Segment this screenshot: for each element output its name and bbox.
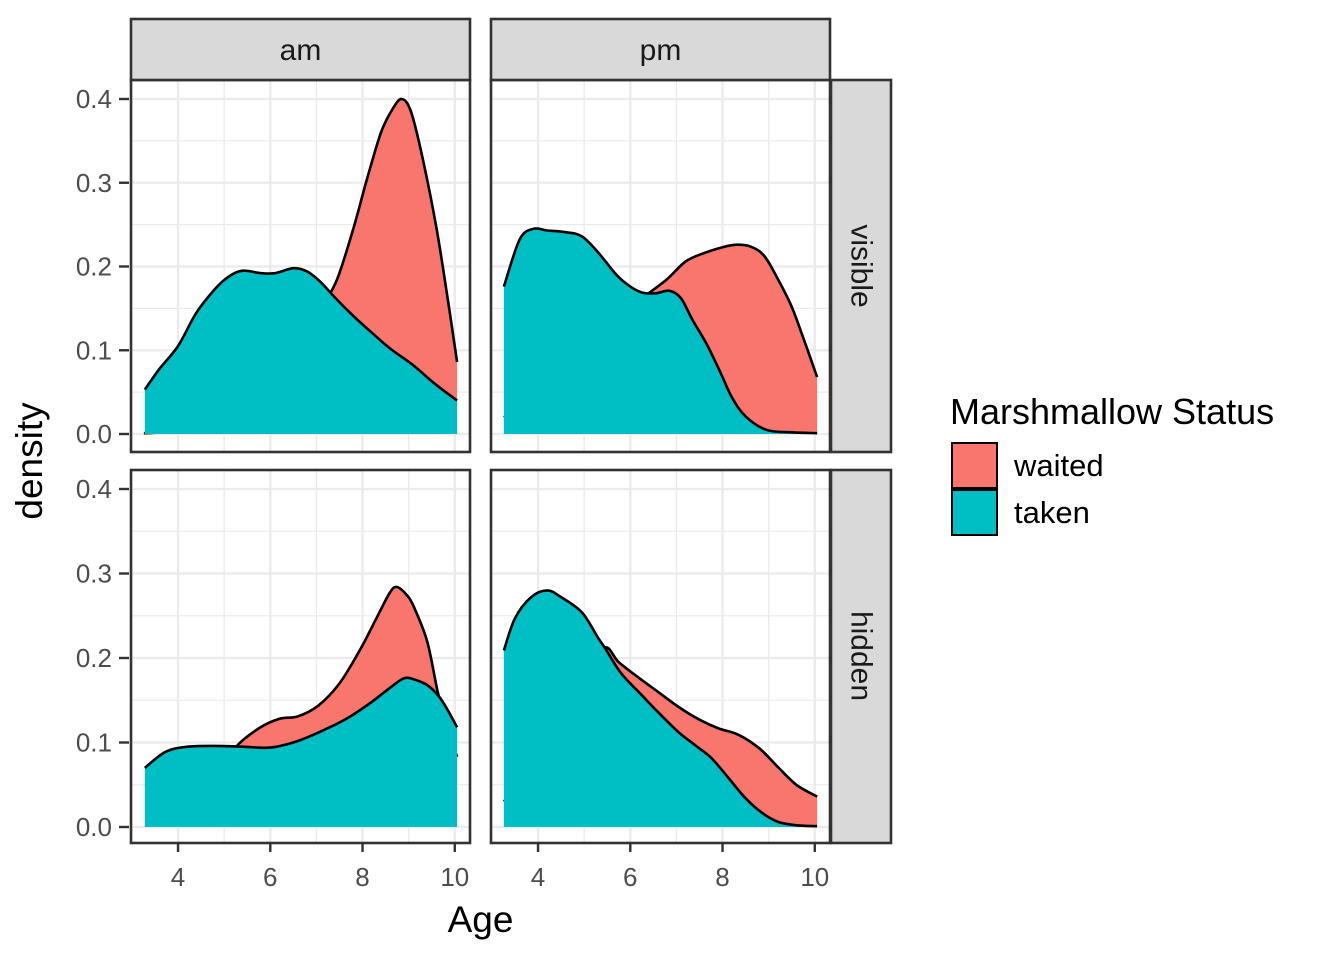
- legend-swatch-taken: [951, 489, 998, 536]
- density-line-taken: [502, 227, 818, 435]
- legend-entry-waited: waited: [951, 442, 1104, 489]
- panel-am-visible: [129, 78, 472, 454]
- legend-label-waited: waited: [1013, 448, 1104, 483]
- y-tick-label: 0.1: [76, 335, 112, 365]
- density-layer: [143, 97, 459, 435]
- facet-strip-label-visible: visible: [845, 224, 878, 307]
- x-tick-label: 10: [440, 862, 469, 892]
- facet-panels: [129, 17, 893, 845]
- legend: Marshmallow Status waited taken: [950, 391, 1274, 536]
- panel-pm-visible: [489, 78, 832, 454]
- facet-strip-label-am: am: [280, 34, 322, 67]
- facet-strip-right-hidden: [829, 468, 893, 845]
- facet-strip-label-hidden: hidden: [845, 611, 878, 701]
- density-area-taken: [144, 677, 458, 827]
- y-axis-title: density: [9, 402, 50, 520]
- density-layer: [502, 227, 819, 435]
- density-line-taken: [502, 589, 818, 828]
- x-tick-label: 6: [623, 862, 637, 892]
- x-tick-label: 10: [800, 862, 829, 892]
- density-area-taken: [503, 590, 818, 827]
- legend-entry-taken: taken: [951, 489, 1090, 536]
- panel-border: [129, 468, 472, 845]
- y-tick-label: 0.0: [76, 419, 112, 449]
- y-tick-label: 0.4: [76, 474, 112, 504]
- legend-label-taken: taken: [1014, 495, 1090, 530]
- y-tick-label: 0.3: [76, 168, 112, 198]
- axis-ticks: 0.0 0.1 0.2 0.3 0.4 4 6 8 10 0.0 0.1 0.2 0.3 0.4 4 6 8 10: [76, 84, 829, 892]
- legend-title: Marshmallow Status: [950, 391, 1274, 432]
- y-tick-label: 0.2: [76, 252, 112, 282]
- facet-strip-right-visible: [829, 78, 893, 454]
- x-tick-label: 8: [355, 862, 369, 892]
- x-axis-title: Age: [448, 899, 514, 940]
- y-tick-label: 0.4: [76, 84, 112, 114]
- x-tick-label: 4: [171, 862, 185, 892]
- facet-strip-top-am: [129, 17, 472, 82]
- y-tick-label: 0.3: [76, 559, 112, 589]
- density-area-taken: [503, 228, 818, 434]
- density-line-taken: [143, 266, 458, 402]
- density-area-taken: [144, 268, 458, 434]
- x-tick-label: 4: [531, 862, 545, 892]
- panel-am-hidden: [129, 468, 472, 845]
- y-tick-label: 0.0: [76, 812, 112, 842]
- x-tick-label: 8: [715, 862, 729, 892]
- y-tick-label: 0.1: [76, 728, 112, 758]
- legend-swatch-waited: [951, 442, 998, 489]
- facet-strip-top-pm: [489, 17, 832, 82]
- density-line-taken: [143, 676, 459, 769]
- density-layer: [502, 589, 818, 828]
- facet-strip-label-pm: pm: [640, 34, 682, 67]
- panel-pm-hidden: [489, 468, 832, 845]
- x-tick-label: 6: [263, 862, 277, 892]
- y-tick-label: 0.2: [76, 643, 112, 673]
- density-layer: [143, 585, 459, 827]
